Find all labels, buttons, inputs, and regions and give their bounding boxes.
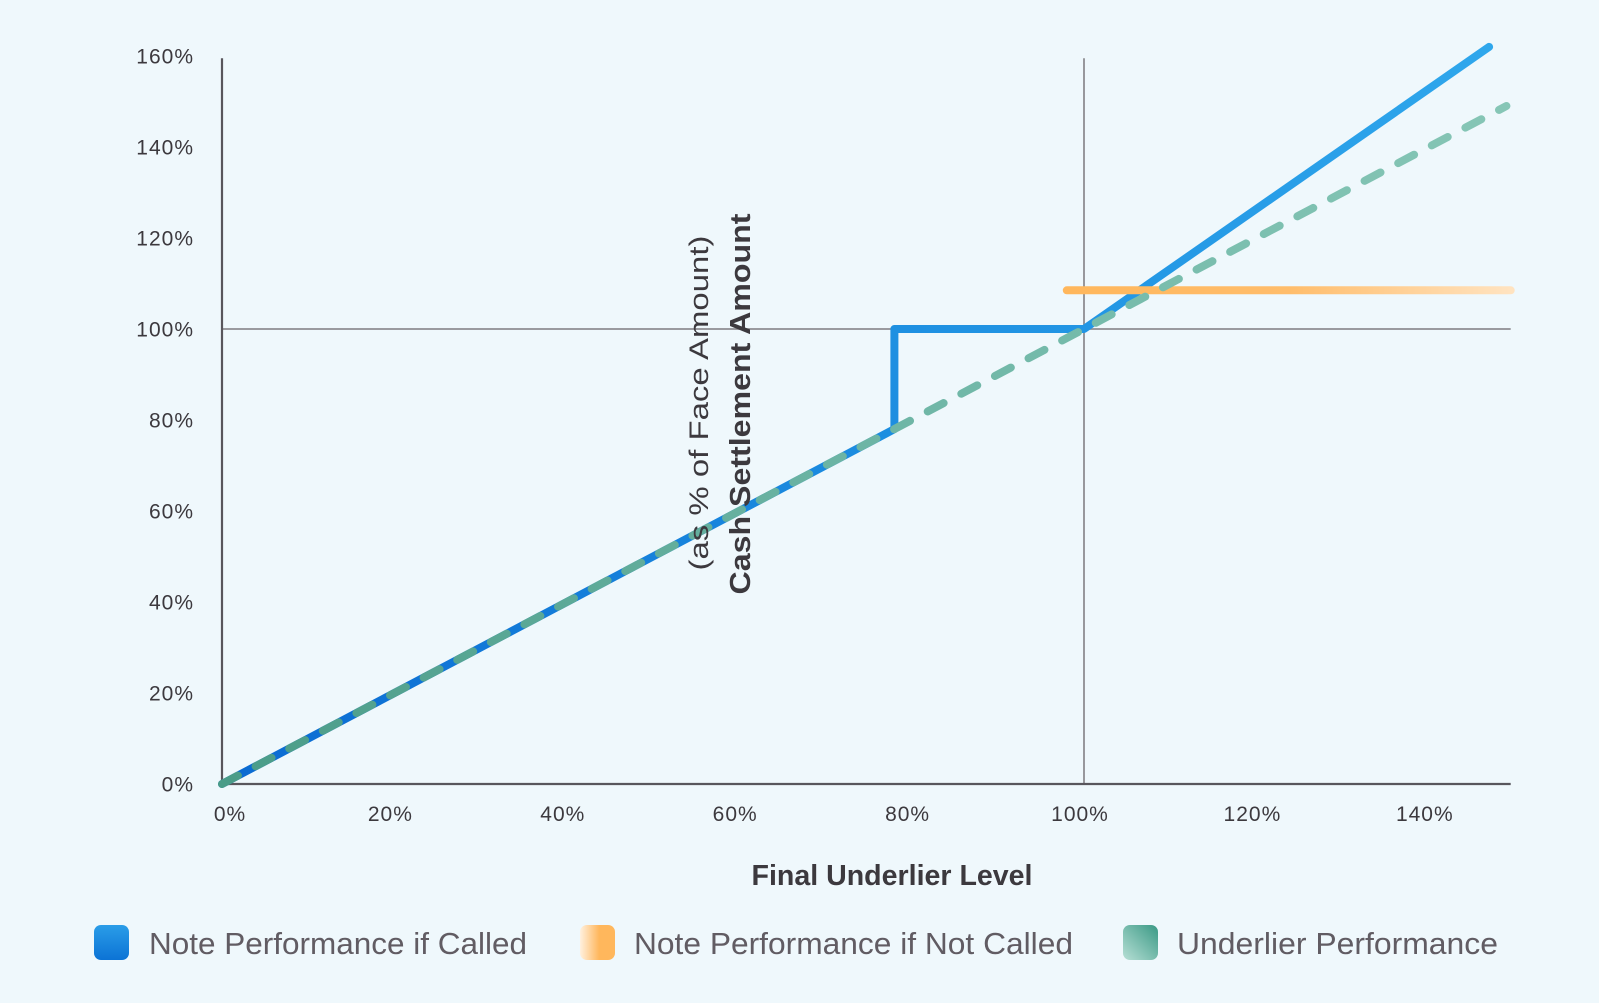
series-line-note-performance-if-called (218, 42, 1494, 788)
x-tick-label: 60% (713, 803, 758, 826)
legend-swatch-teal (1123, 925, 1158, 960)
legend: Note Performance if Called Note Performa… (94, 925, 1498, 961)
y-tick-label: 140% (136, 137, 194, 160)
legend-label: Underlier Performance (1177, 926, 1498, 961)
legend-label: Note Performance if Not Called (634, 926, 1073, 961)
series-layer (218, 42, 1515, 788)
axes (220, 58, 1511, 786)
y-axis-tick-labels: 0% 20% 40% 60% 80% 100% 120% 140% 160% (136, 46, 194, 797)
legend-swatch-orange (580, 925, 615, 960)
x-tick-label: 0% (214, 803, 246, 826)
x-tick-label: 100% (1051, 803, 1109, 826)
series-line-underlier-performance (218, 102, 1511, 788)
x-axis-title: Final Underlier Level (752, 860, 1033, 892)
y-tick-label: 100% (136, 319, 194, 342)
x-tick-label: 20% (368, 803, 413, 826)
y-tick-label: 60% (149, 501, 194, 524)
x-tick-label: 120% (1224, 803, 1282, 826)
y-axis-title: Cash Settlement Amount (725, 213, 757, 594)
reference-lines (222, 58, 1511, 784)
legend-item-underlier: Underlier Performance (1123, 925, 1498, 961)
y-tick-label: 0% (162, 774, 194, 797)
y-axis-subtitle: (as % of Face Amount) (684, 236, 714, 571)
legend-item-note-not-called: Note Performance if Not Called (580, 925, 1073, 961)
y-tick-label: 120% (136, 228, 194, 251)
y-tick-label: 160% (136, 46, 194, 69)
legend-label: Note Performance if Called (149, 926, 527, 961)
legend-item-note-called: Note Performance if Called (94, 925, 527, 961)
x-tick-label: 80% (885, 803, 930, 826)
legend-swatch-blue (94, 925, 129, 960)
y-tick-label: 80% (149, 410, 194, 433)
y-tick-label: 20% (149, 683, 194, 706)
x-tick-label: 40% (540, 803, 585, 826)
y-tick-label: 40% (149, 592, 194, 615)
x-axis-tick-labels: 0% 20% 40% 60% 80% 100% 120% 140% (214, 803, 1454, 826)
x-tick-label: 140% (1396, 803, 1454, 826)
